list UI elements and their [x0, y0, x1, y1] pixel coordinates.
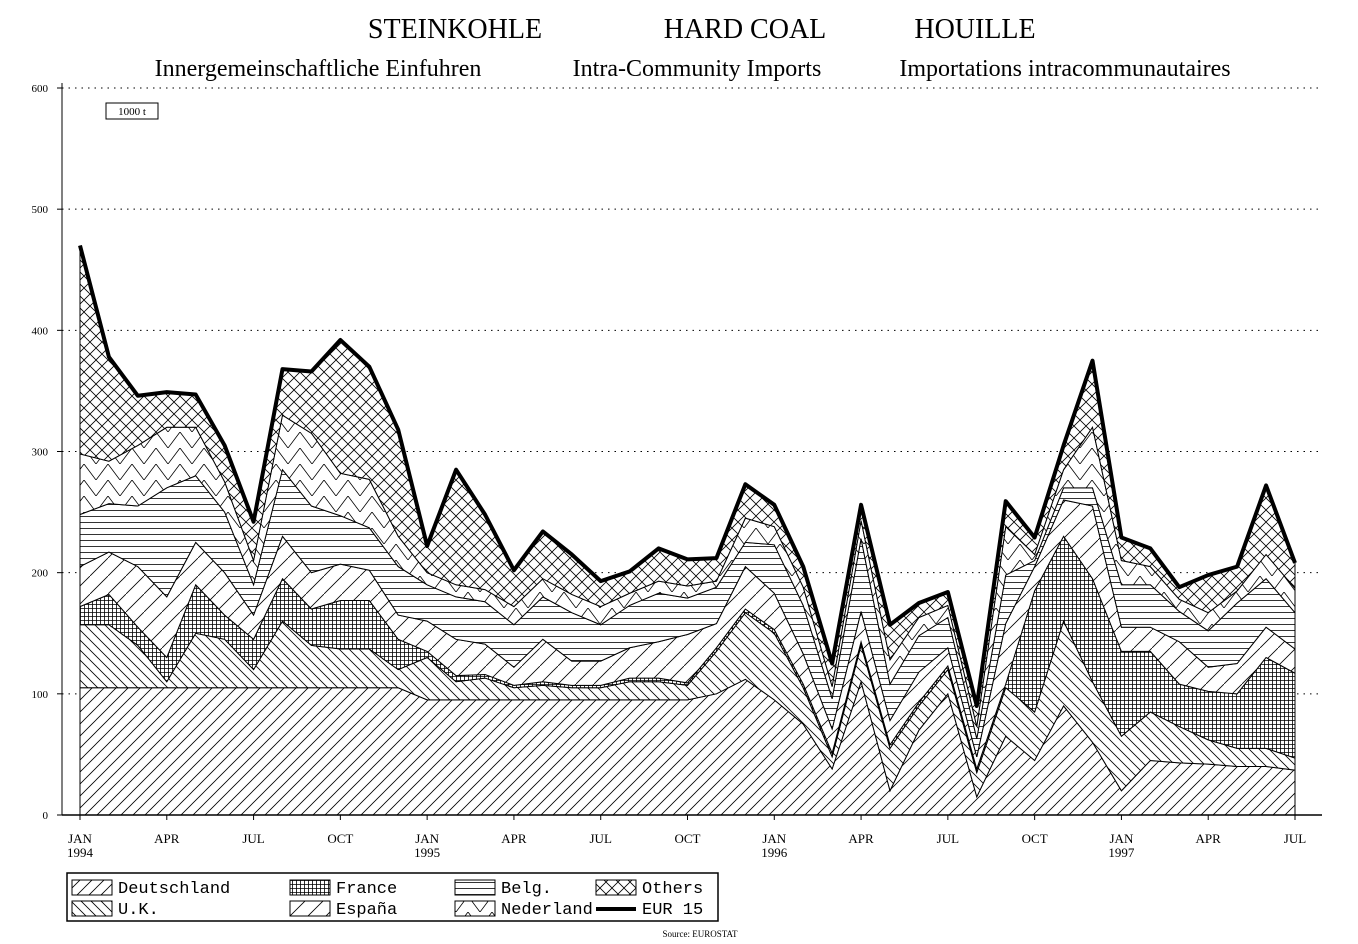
legend-label: France [336, 880, 397, 899]
y-tick-label: 400 [32, 325, 49, 337]
legend-swatch [289, 879, 331, 896]
title-de: STEINKOHLE [368, 14, 542, 45]
x-tick-label: JUL [936, 831, 960, 846]
x-tick-label: APR [154, 831, 180, 846]
unit-box [105, 102, 159, 120]
x-tick-label: OCT [674, 831, 701, 846]
x-tick-label: JAN 1996 [761, 831, 788, 860]
legend-label: Others [642, 880, 703, 899]
x-tick-label: JAN 1995 [414, 831, 441, 860]
subtitle-en: Intra-Community Imports [573, 56, 822, 82]
x-tick-label: OCT [327, 831, 354, 846]
total-line [78, 245, 1297, 708]
legend-swatch [71, 879, 113, 896]
x-tick-label: APR [501, 831, 527, 846]
legend-swatch [454, 879, 496, 896]
title-fr: HOUILLE [914, 14, 1035, 45]
legend-swatch [595, 879, 637, 896]
x-tick-label: APR [1195, 831, 1221, 846]
unit: 1000 t [118, 106, 146, 118]
y-tick-label: 200 [32, 568, 49, 580]
legend-label: EUR 15 [642, 901, 703, 920]
subtitle-de: Innergemeinschaftliche Einfuhren [155, 56, 482, 82]
legend-label: España [336, 901, 397, 920]
x-tick-label: JAN 1994 [67, 831, 93, 860]
y-tick-label: 0 [43, 810, 49, 822]
y-tick-label: 500 [32, 204, 49, 216]
y-tick-label: 300 [32, 447, 49, 459]
legend-swatch [71, 900, 113, 917]
x-tick-label: JUL [242, 831, 265, 846]
y-tick-label: 600 [32, 83, 49, 95]
x-tick-label: OCT [1021, 831, 1048, 846]
legend-box [66, 872, 719, 922]
legend-swatch [454, 900, 496, 917]
subtitle-fr: Importations intracommunautaires [899, 56, 1230, 82]
legend-label: Deutschland [118, 880, 230, 899]
source: Source: EUROSTAT [662, 929, 738, 939]
legend-swatch [289, 900, 331, 917]
x-tick-label: JUL [589, 831, 612, 846]
legend-label: U.K. [118, 901, 159, 920]
title-en: HARD COAL [664, 14, 827, 45]
y-tick-label: 100 [32, 689, 49, 701]
x-tick-label: JAN 1997 [1108, 831, 1135, 860]
legend-label: Nederland [501, 901, 593, 920]
x-tick-label: APR [848, 831, 874, 846]
x-tick-label: JUL [1283, 831, 1307, 846]
legend-label: Belg. [501, 880, 552, 899]
